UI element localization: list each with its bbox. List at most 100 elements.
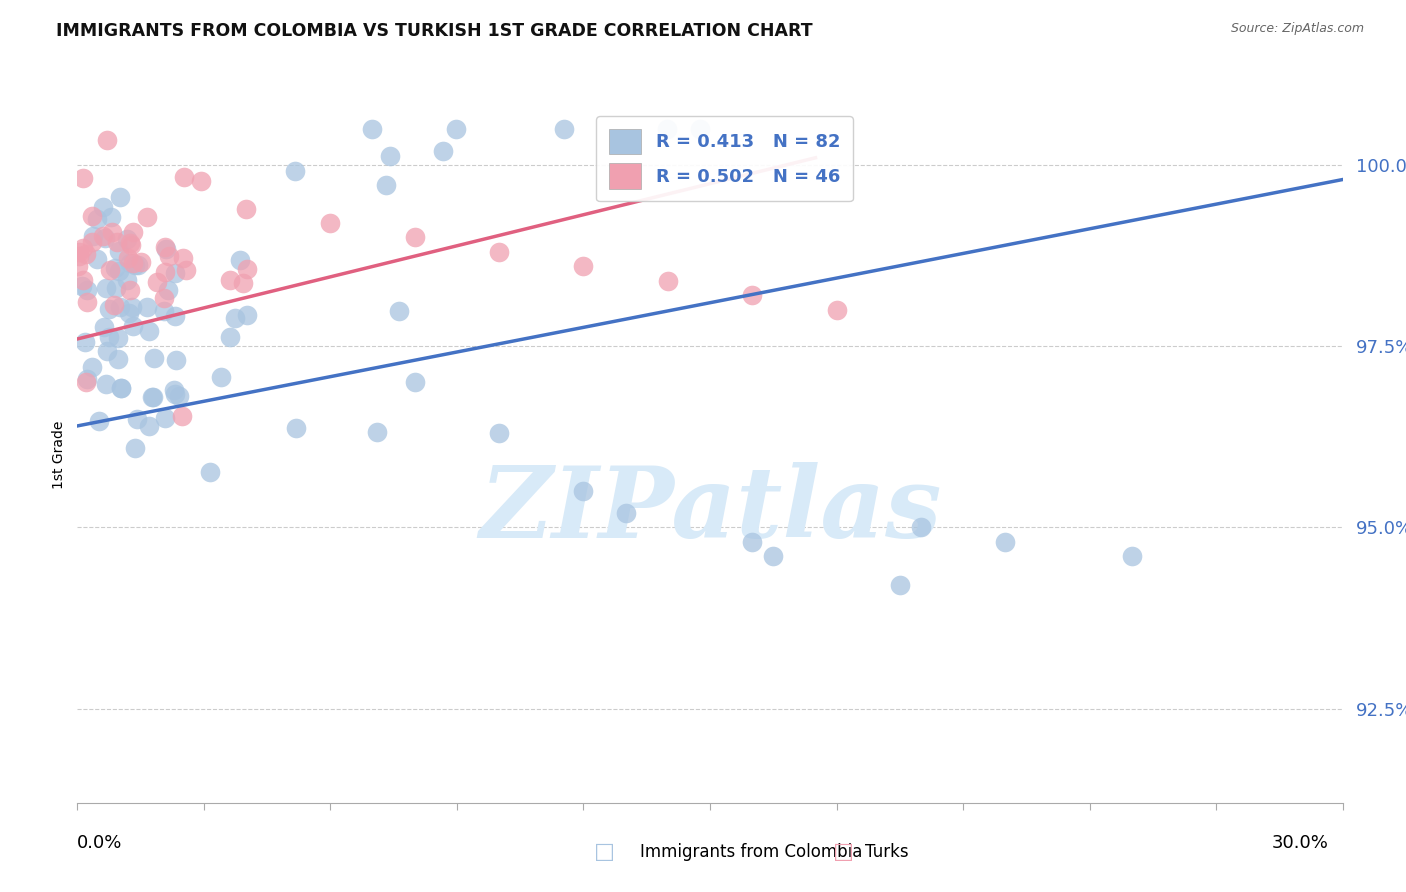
Point xyxy=(108,300,131,314)
Point xyxy=(689,121,711,136)
Point xyxy=(96,343,118,358)
Text: IMMIGRANTS FROM COLOMBIA VS TURKISH 1ST GRADE CORRELATION CHART: IMMIGRANTS FROM COLOMBIA VS TURKISH 1ST … xyxy=(56,22,813,40)
Point xyxy=(236,308,259,322)
Point xyxy=(80,209,103,223)
Point xyxy=(155,242,177,256)
Point xyxy=(319,216,342,230)
Point xyxy=(110,381,132,395)
Point xyxy=(94,230,117,244)
Point xyxy=(107,331,129,345)
Text: □: □ xyxy=(834,842,853,862)
Point xyxy=(108,189,131,203)
Point xyxy=(104,281,127,295)
Text: □: □ xyxy=(595,842,614,862)
Point xyxy=(741,288,763,302)
Point xyxy=(190,174,212,188)
Point xyxy=(388,303,411,318)
Point xyxy=(76,372,98,386)
Point xyxy=(889,578,911,592)
Point xyxy=(209,370,232,384)
Point xyxy=(488,426,510,441)
Point xyxy=(156,284,179,298)
Point xyxy=(374,178,396,192)
Point xyxy=(86,252,108,266)
Point xyxy=(163,309,186,323)
Point xyxy=(488,245,510,260)
Point xyxy=(75,246,97,260)
Point xyxy=(117,251,139,265)
Point xyxy=(121,225,143,239)
Point xyxy=(117,273,139,287)
Point xyxy=(232,276,254,290)
Point xyxy=(167,389,190,403)
Point xyxy=(657,121,679,136)
Point xyxy=(235,202,257,216)
Point xyxy=(96,281,118,295)
Point xyxy=(910,520,932,534)
Point xyxy=(100,210,122,224)
Point xyxy=(165,387,187,401)
Point xyxy=(285,421,308,435)
Point xyxy=(153,304,176,318)
Point xyxy=(219,330,242,344)
Point xyxy=(444,121,467,136)
Point xyxy=(89,414,111,428)
Point xyxy=(224,311,246,326)
Point xyxy=(120,283,142,297)
Text: 0.0%: 0.0% xyxy=(77,834,122,852)
Point xyxy=(66,259,89,273)
Point xyxy=(103,298,125,312)
Point xyxy=(146,276,169,290)
Point xyxy=(70,279,93,293)
Point xyxy=(124,442,146,456)
Point xyxy=(553,121,575,136)
Point xyxy=(432,145,454,159)
Point xyxy=(122,318,145,333)
Point xyxy=(110,380,132,394)
Point xyxy=(98,329,121,343)
Point xyxy=(155,265,177,279)
Point xyxy=(378,149,401,163)
Point xyxy=(115,232,138,246)
Point xyxy=(166,353,188,368)
Point xyxy=(67,245,90,260)
Point xyxy=(361,121,384,136)
Point xyxy=(124,258,146,272)
Point xyxy=(136,210,159,224)
Text: Immigrants from Colombia: Immigrants from Colombia xyxy=(640,843,862,861)
Point xyxy=(108,264,131,278)
Point xyxy=(614,506,637,520)
Point xyxy=(127,258,149,272)
Point xyxy=(94,376,117,391)
Point xyxy=(136,300,159,314)
Legend: R = 0.413   N = 82, R = 0.502   N = 46: R = 0.413 N = 82, R = 0.502 N = 46 xyxy=(596,116,853,202)
Text: Turks: Turks xyxy=(865,843,908,861)
Point xyxy=(120,256,142,270)
Point xyxy=(129,255,152,269)
Point xyxy=(572,260,595,274)
Point xyxy=(86,211,108,226)
Point xyxy=(170,409,193,423)
Point xyxy=(91,229,114,244)
Point xyxy=(121,256,143,270)
Point xyxy=(762,549,785,564)
Point xyxy=(141,390,163,404)
Point xyxy=(155,240,177,254)
Point xyxy=(91,200,114,214)
Point xyxy=(176,263,198,277)
Point xyxy=(138,324,160,338)
Point xyxy=(994,535,1017,549)
Point xyxy=(1121,549,1143,564)
Text: ZIPatlas: ZIPatlas xyxy=(479,462,941,558)
Point xyxy=(101,225,124,239)
Point xyxy=(96,133,118,147)
Point xyxy=(72,241,94,255)
Point xyxy=(142,391,165,405)
Point xyxy=(75,375,97,389)
Point xyxy=(121,300,143,314)
Text: Source: ZipAtlas.com: Source: ZipAtlas.com xyxy=(1230,22,1364,36)
Point xyxy=(118,305,141,319)
Point xyxy=(67,249,90,263)
Point xyxy=(108,244,131,258)
Point xyxy=(152,292,174,306)
